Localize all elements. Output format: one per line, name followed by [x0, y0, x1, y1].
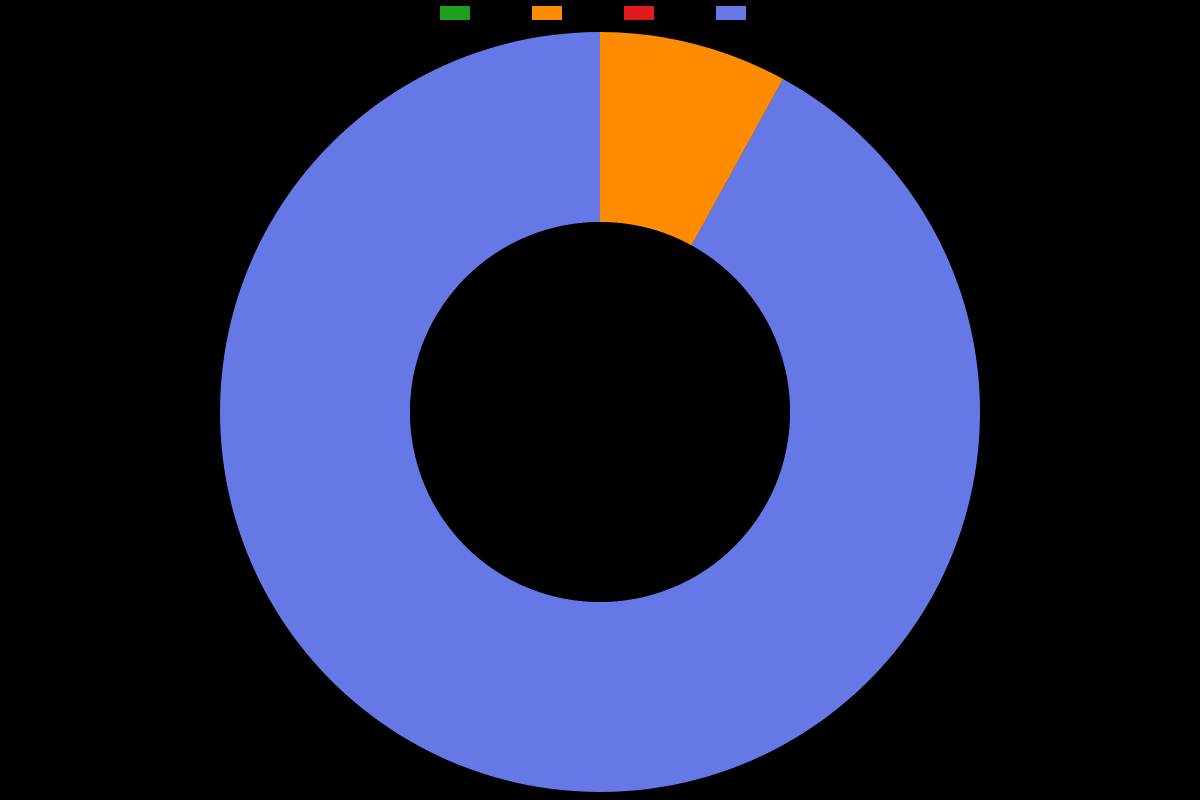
legend-item — [624, 6, 668, 20]
legend-swatch — [532, 6, 562, 20]
legend-swatch — [440, 6, 470, 20]
legend-swatch — [624, 6, 654, 20]
legend-label — [752, 6, 760, 20]
legend-label — [568, 6, 576, 20]
donut-svg — [210, 22, 990, 800]
legend-item — [716, 6, 760, 20]
donut-hole — [410, 222, 790, 602]
chart-container — [0, 0, 1200, 800]
legend-item — [532, 6, 576, 20]
legend-item — [440, 6, 484, 20]
legend-label — [476, 6, 484, 20]
legend-label — [660, 6, 668, 20]
donut-chart — [0, 24, 1200, 800]
legend-swatch — [716, 6, 746, 20]
legend — [0, 6, 1200, 20]
